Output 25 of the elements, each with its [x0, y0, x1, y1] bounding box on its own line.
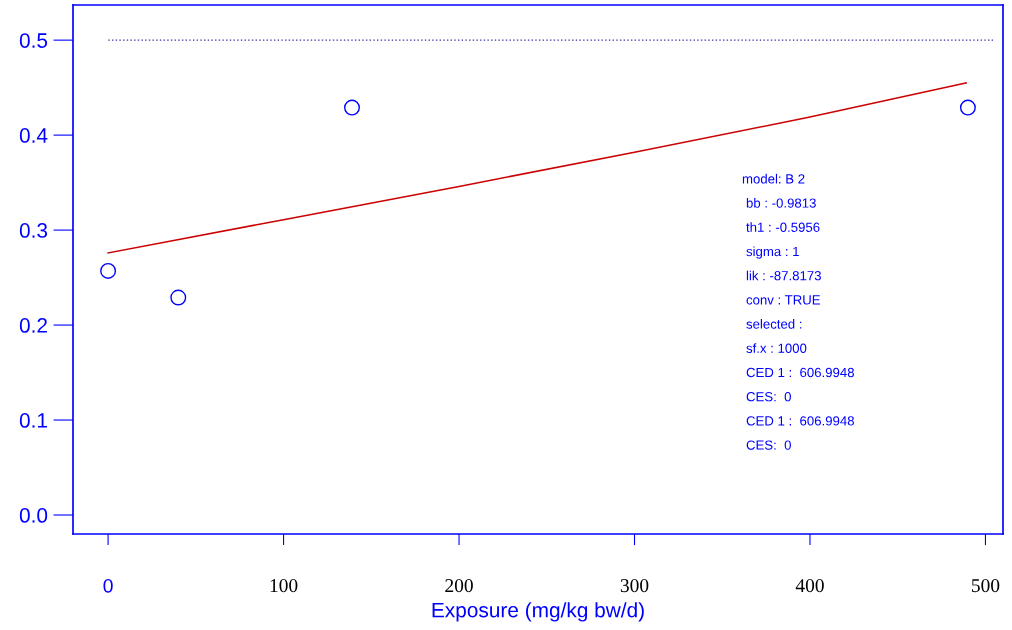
y-tick-label: 0.0: [19, 508, 48, 523]
x-axis-title: Exposure (mg/kg bw/d): [432, 602, 644, 622]
x-tick-label: 400: [795, 579, 824, 593]
annotation: bb : -0.9813: [746, 198, 816, 208]
annotation: model: B 2: [742, 173, 805, 184]
annotation: CES: 0: [746, 440, 791, 450]
x-tick-label: 500: [972, 579, 1000, 593]
annotation: th1 : -0.5956: [746, 222, 820, 232]
annotation: CED 1 : 606.9948: [746, 416, 854, 426]
x-tick-label: 300: [620, 579, 649, 593]
y-tick-label: 0.5: [19, 33, 48, 48]
annotation: selected :: [746, 319, 802, 329]
annotation: sigma : 1: [746, 246, 799, 259]
y-tick-label: 0.2: [19, 318, 47, 333]
y-tick-label: 0.3: [19, 223, 48, 238]
annotation: sf.x : 1000: [746, 343, 807, 353]
x-tick-label: 100: [270, 579, 298, 593]
annotation: lik : -87.8173: [746, 270, 821, 281]
x-tick-label: 200: [445, 579, 473, 593]
annotation: conv : TRUE: [746, 295, 820, 305]
x-tick-label: 0: [103, 578, 113, 593]
annotation: CES: 0: [746, 392, 791, 402]
y-tick-label: 0.1: [19, 413, 47, 428]
y-tick-label: 0.4: [19, 128, 48, 143]
annotation: CED 1 : 606.9948: [746, 367, 854, 378]
